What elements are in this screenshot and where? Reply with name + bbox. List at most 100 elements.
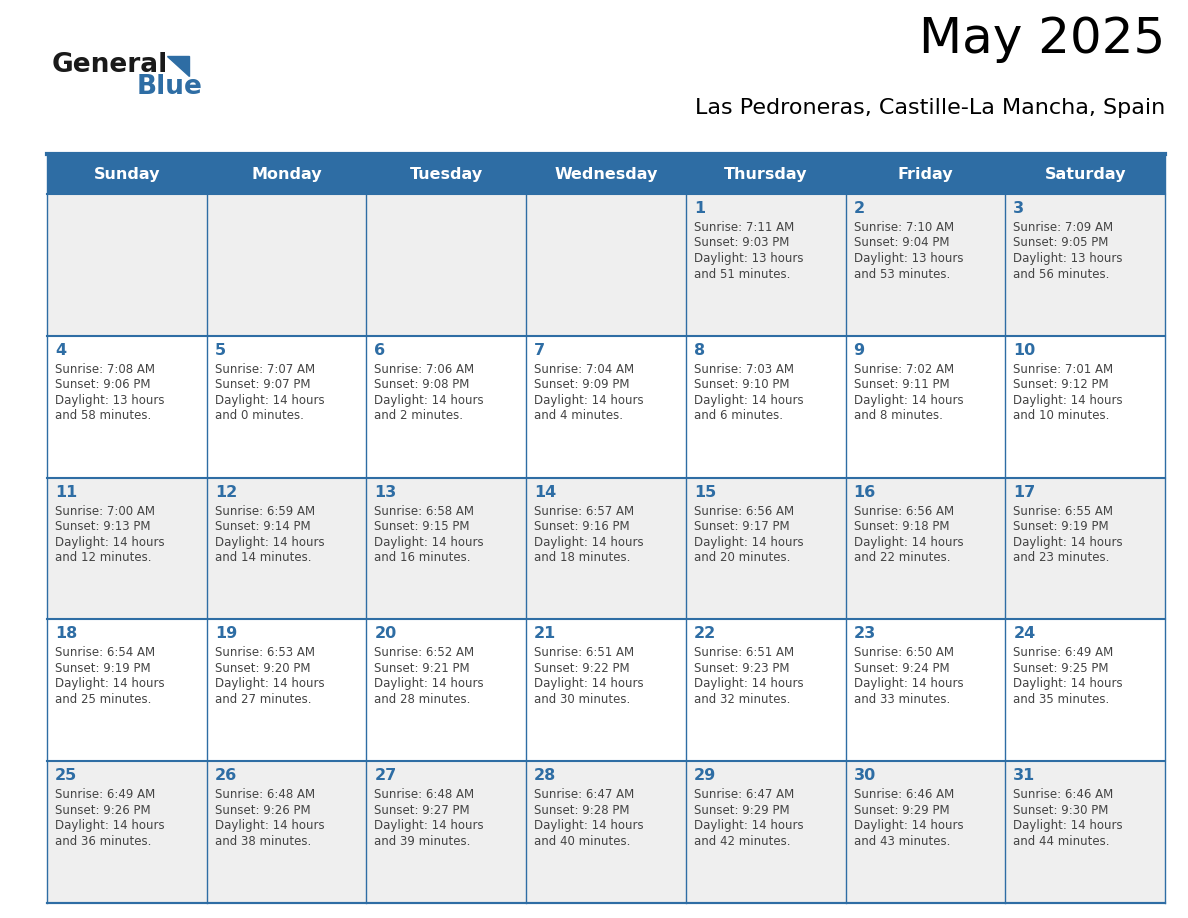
Text: Sunset: 9:03 PM: Sunset: 9:03 PM (694, 237, 789, 250)
Text: Sunrise: 7:06 AM: Sunrise: 7:06 AM (374, 363, 474, 375)
Text: Daylight: 14 hours: Daylight: 14 hours (1013, 394, 1123, 407)
Text: Daylight: 14 hours: Daylight: 14 hours (853, 535, 963, 549)
Bar (685, 336, 846, 477)
Text: Daylight: 14 hours: Daylight: 14 hours (215, 535, 324, 549)
Text: 31: 31 (1013, 768, 1036, 783)
Text: Sunset: 9:12 PM: Sunset: 9:12 PM (1013, 378, 1108, 391)
Text: Sunrise: 6:47 AM: Sunrise: 6:47 AM (535, 789, 634, 801)
Text: Sunrise: 7:00 AM: Sunrise: 7:00 AM (55, 505, 154, 518)
Text: 27: 27 (374, 768, 397, 783)
Text: Sunrise: 6:57 AM: Sunrise: 6:57 AM (535, 505, 634, 518)
Bar (685, 620, 846, 761)
Text: Daylight: 13 hours: Daylight: 13 hours (1013, 252, 1123, 265)
Bar (48, 336, 207, 477)
Text: Sunrise: 6:46 AM: Sunrise: 6:46 AM (1013, 789, 1113, 801)
Text: Sunset: 9:13 PM: Sunset: 9:13 PM (55, 521, 151, 533)
Text: Sunset: 9:15 PM: Sunset: 9:15 PM (374, 521, 470, 533)
Bar (1005, 477, 1165, 620)
Text: 19: 19 (215, 626, 236, 642)
Bar (1005, 336, 1165, 477)
Text: Daylight: 14 hours: Daylight: 14 hours (535, 535, 644, 549)
Bar (846, 620, 1005, 761)
Text: and 20 minutes.: and 20 minutes. (694, 551, 790, 564)
Bar (48, 620, 207, 761)
Text: and 35 minutes.: and 35 minutes. (1013, 693, 1110, 706)
Bar (207, 194, 366, 336)
Text: 18: 18 (55, 626, 77, 642)
Text: Sunrise: 6:51 AM: Sunrise: 6:51 AM (535, 646, 634, 659)
Text: 23: 23 (853, 626, 876, 642)
Text: Daylight: 13 hours: Daylight: 13 hours (694, 252, 803, 265)
Text: Daylight: 14 hours: Daylight: 14 hours (1013, 677, 1123, 690)
Text: and 33 minutes.: and 33 minutes. (853, 693, 950, 706)
Text: and 22 minutes.: and 22 minutes. (853, 551, 950, 564)
Text: Sunset: 9:07 PM: Sunset: 9:07 PM (215, 378, 310, 391)
Text: Sunset: 9:08 PM: Sunset: 9:08 PM (374, 378, 469, 391)
Bar (48, 156, 1165, 194)
Text: Sunset: 9:18 PM: Sunset: 9:18 PM (853, 521, 949, 533)
Text: and 18 minutes.: and 18 minutes. (535, 551, 631, 564)
Text: and 14 minutes.: and 14 minutes. (215, 551, 311, 564)
Text: 8: 8 (694, 342, 704, 358)
Text: Daylight: 14 hours: Daylight: 14 hours (535, 819, 644, 833)
Bar (48, 761, 207, 903)
Text: Sunset: 9:24 PM: Sunset: 9:24 PM (853, 662, 949, 675)
Bar (685, 477, 846, 620)
Text: 29: 29 (694, 768, 716, 783)
Text: 22: 22 (694, 626, 716, 642)
Text: and 16 minutes.: and 16 minutes. (374, 551, 470, 564)
Text: Daylight: 14 hours: Daylight: 14 hours (535, 394, 644, 407)
Text: Daylight: 14 hours: Daylight: 14 hours (535, 677, 644, 690)
Text: 17: 17 (1013, 485, 1036, 499)
Text: 21: 21 (535, 626, 556, 642)
Text: May 2025: May 2025 (918, 15, 1165, 63)
Bar (846, 761, 1005, 903)
Text: 30: 30 (853, 768, 876, 783)
Text: 10: 10 (1013, 342, 1036, 358)
Bar (366, 620, 526, 761)
Bar (207, 336, 366, 477)
Text: Daylight: 14 hours: Daylight: 14 hours (694, 535, 803, 549)
Text: Sunrise: 6:58 AM: Sunrise: 6:58 AM (374, 505, 474, 518)
Text: Daylight: 14 hours: Daylight: 14 hours (215, 394, 324, 407)
Bar (207, 761, 366, 903)
Bar (366, 477, 526, 620)
Text: Sunrise: 6:49 AM: Sunrise: 6:49 AM (55, 789, 156, 801)
Text: Daylight: 14 hours: Daylight: 14 hours (55, 535, 165, 549)
Text: Sunset: 9:27 PM: Sunset: 9:27 PM (374, 803, 470, 817)
Text: Sunrise: 6:56 AM: Sunrise: 6:56 AM (853, 505, 954, 518)
Text: and 30 minutes.: and 30 minutes. (535, 693, 631, 706)
Text: Sunset: 9:19 PM: Sunset: 9:19 PM (55, 662, 151, 675)
Text: Daylight: 14 hours: Daylight: 14 hours (55, 677, 165, 690)
Text: 25: 25 (55, 768, 77, 783)
Text: Sunset: 9:26 PM: Sunset: 9:26 PM (215, 803, 310, 817)
Text: Daylight: 13 hours: Daylight: 13 hours (55, 394, 164, 407)
Text: Wednesday: Wednesday (555, 167, 658, 183)
Text: Sunset: 9:25 PM: Sunset: 9:25 PM (1013, 662, 1108, 675)
Bar (1005, 761, 1165, 903)
Text: Sunset: 9:16 PM: Sunset: 9:16 PM (535, 521, 630, 533)
Text: Sunrise: 6:48 AM: Sunrise: 6:48 AM (374, 789, 474, 801)
Text: Sunset: 9:05 PM: Sunset: 9:05 PM (1013, 237, 1108, 250)
Text: Sunset: 9:10 PM: Sunset: 9:10 PM (694, 378, 789, 391)
Text: Sunset: 9:29 PM: Sunset: 9:29 PM (694, 803, 790, 817)
Text: and 23 minutes.: and 23 minutes. (1013, 551, 1110, 564)
Text: Daylight: 14 hours: Daylight: 14 hours (55, 819, 165, 833)
Text: Sunset: 9:09 PM: Sunset: 9:09 PM (535, 378, 630, 391)
Text: Daylight: 14 hours: Daylight: 14 hours (853, 677, 963, 690)
Text: Tuesday: Tuesday (410, 167, 482, 183)
Text: Sunset: 9:26 PM: Sunset: 9:26 PM (55, 803, 151, 817)
Bar (846, 194, 1005, 336)
Text: and 43 minutes.: and 43 minutes. (853, 834, 950, 847)
Text: and 51 minutes.: and 51 minutes. (694, 267, 790, 281)
Text: Sunrise: 6:56 AM: Sunrise: 6:56 AM (694, 505, 794, 518)
Text: Sunset: 9:30 PM: Sunset: 9:30 PM (1013, 803, 1108, 817)
Text: Monday: Monday (251, 167, 322, 183)
Text: Daylight: 14 hours: Daylight: 14 hours (1013, 819, 1123, 833)
Text: and 38 minutes.: and 38 minutes. (215, 834, 311, 847)
Text: 3: 3 (1013, 201, 1024, 216)
Bar (1005, 194, 1165, 336)
Text: 11: 11 (55, 485, 77, 499)
Text: Sunset: 9:22 PM: Sunset: 9:22 PM (535, 662, 630, 675)
Bar (366, 761, 526, 903)
